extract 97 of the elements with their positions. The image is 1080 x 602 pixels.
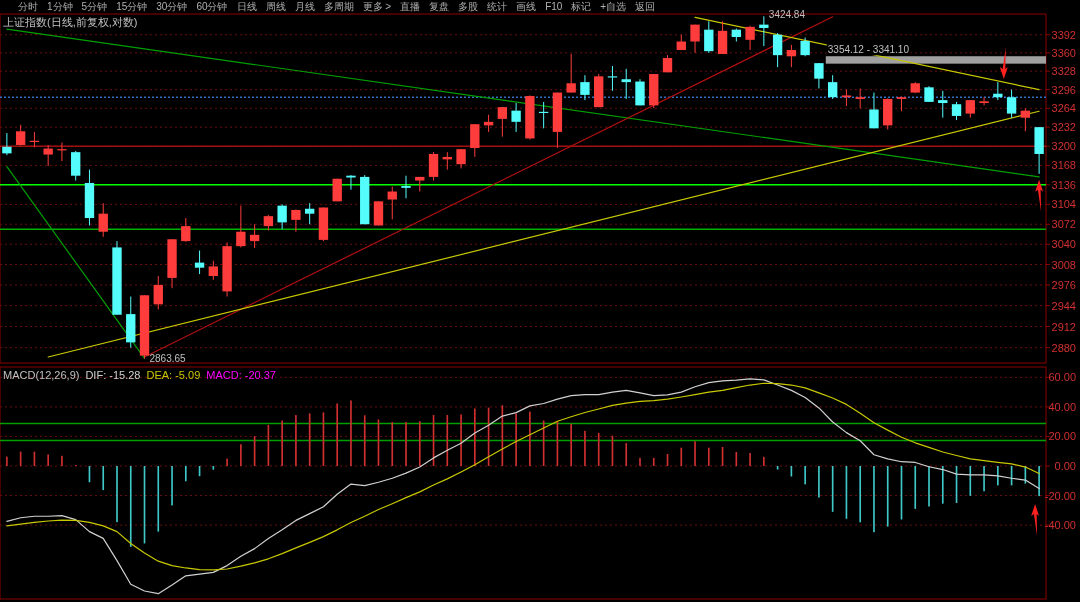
- candlestick: [387, 186, 397, 220]
- text: 标记: [570, 1, 592, 12]
- y-tick-label: 3264: [1051, 102, 1076, 115]
- candlestick: [401, 175, 411, 199]
- chart-title: 上证指数(日线,前复权,对数): [3, 16, 138, 28]
- legend-title: MACD(12,26,9): [3, 369, 80, 381]
- y-tick-label: 3392: [1051, 28, 1076, 41]
- candlestick: [759, 15, 769, 47]
- y-tick-label: 3136: [1051, 178, 1076, 191]
- text: 5分钟: [81, 1, 108, 12]
- annotation: 3424.84: [768, 9, 806, 21]
- candlestick: [814, 62, 824, 89]
- candlestick: [194, 250, 205, 275]
- candlestick: [690, 24, 700, 54]
- candlestick: [181, 217, 191, 243]
- y-tick-label: 20.00: [1048, 430, 1076, 443]
- text: 多周期: [323, 1, 354, 12]
- candlestick: [208, 260, 219, 281]
- y-tick-label: 3104: [1051, 198, 1076, 211]
- candlestick: [15, 124, 26, 147]
- candlestick: [607, 65, 618, 92]
- y-tick-label: 3168: [1051, 159, 1076, 172]
- y-tick-label: 3008: [1051, 258, 1076, 271]
- candlestick: [800, 37, 810, 57]
- y-tick-label: 3296: [1051, 83, 1076, 96]
- text: 分时: [18, 1, 38, 12]
- candlestick: [745, 25, 755, 51]
- annotation: 2863.65: [149, 352, 187, 364]
- text: 60分钟: [196, 1, 228, 12]
- candlestick: [511, 102, 521, 133]
- candlestick: [153, 275, 163, 311]
- y-tick-label: 3200: [1051, 140, 1076, 153]
- candlestick: [456, 148, 466, 169]
- candlestick: [993, 81, 1003, 101]
- y-tick-label: 3328: [1051, 65, 1076, 78]
- candlestick: [827, 74, 838, 100]
- y-tick-label: 40.00: [1048, 400, 1076, 413]
- candlestick: [291, 208, 301, 233]
- y-tick-label: 0.00: [1054, 460, 1076, 473]
- y-tick-label: 2880: [1051, 341, 1076, 354]
- candlestick: [249, 223, 260, 249]
- candlestick: [869, 92, 879, 129]
- text: F10: [545, 1, 563, 12]
- y-tick-label: 3040: [1051, 238, 1076, 251]
- text: MACD: -20.37: [206, 369, 276, 381]
- candlestick: [786, 44, 797, 68]
- candlestick: [497, 106, 508, 138]
- text: 更多 >: [362, 1, 392, 12]
- text: 画线: [516, 1, 537, 12]
- candlestick: [938, 90, 948, 119]
- y-tick-label: 3232: [1051, 121, 1076, 134]
- text: 周线: [265, 1, 286, 12]
- candlestick: [855, 87, 865, 109]
- y-tick-label: -40.00: [1044, 519, 1076, 532]
- candlestick: [428, 151, 439, 182]
- y-tick-label: 2976: [1051, 278, 1076, 291]
- text: 日线: [236, 1, 257, 12]
- text: 直播: [400, 1, 421, 12]
- y-tick-label: 2944: [1051, 299, 1076, 312]
- y-tick-label: -20.00: [1044, 489, 1076, 502]
- text: DEA: -5.09: [146, 369, 201, 381]
- candlestick: [566, 53, 576, 94]
- y-tick-label: 60.00: [1048, 371, 1076, 384]
- y-tick-label: 3360: [1051, 46, 1076, 59]
- candlestick: [98, 202, 108, 238]
- candlestick: [43, 144, 53, 167]
- y-tick-label: 2912: [1051, 320, 1076, 333]
- candlestick: [277, 203, 287, 230]
- candlestick: [1020, 107, 1031, 132]
- candlestick: [2, 132, 12, 156]
- candlestick: [951, 101, 962, 121]
- candlestick: [979, 96, 989, 106]
- candlestick: [236, 205, 246, 248]
- text: 返回: [635, 1, 656, 12]
- text: 月线: [294, 1, 315, 12]
- candlestick: [635, 78, 645, 106]
- candlestick: [71, 150, 81, 182]
- candlestick: [772, 32, 783, 68]
- candlestick: [57, 142, 67, 162]
- text: DIF: -15.28: [85, 369, 141, 381]
- band-label: 3354.12 - 3341.10: [827, 44, 910, 56]
- text: 15分钟: [116, 1, 148, 12]
- candlestick: [346, 174, 356, 191]
- text: 统计: [487, 1, 508, 12]
- text: +自选: [600, 1, 627, 12]
- candlestick: [304, 202, 315, 225]
- candlestick: [1006, 89, 1017, 119]
- text: 30分钟: [156, 1, 188, 12]
- candlestick: [621, 68, 631, 100]
- candlestick: [717, 20, 728, 55]
- text: 1分钟: [47, 1, 73, 12]
- text: 多股: [458, 1, 479, 12]
- text: 复盘: [429, 1, 450, 12]
- y-tick-label: 3072: [1051, 218, 1076, 231]
- candlestick: [470, 123, 480, 158]
- candlestick: [580, 74, 590, 101]
- candlestick: [704, 20, 714, 54]
